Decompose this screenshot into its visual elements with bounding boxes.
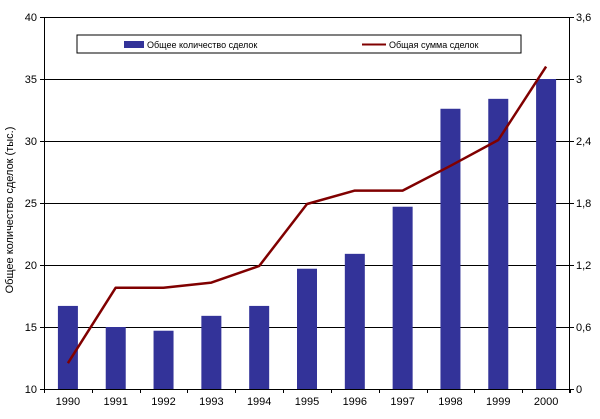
x-tick-label: 1995 [295, 396, 319, 408]
x-tick-label: 1996 [343, 396, 367, 408]
y-tick-label: 15 [25, 322, 37, 334]
x-tick-label: 1998 [438, 396, 462, 408]
x-tick-label: 2000 [534, 396, 558, 408]
bar [57, 305, 78, 389]
legend-label-bars: Общее количество сделок [147, 40, 257, 50]
bar [344, 253, 365, 389]
x-tick-label: 1997 [390, 396, 414, 408]
bar [536, 79, 557, 389]
bar [105, 327, 126, 389]
x-tick-label: 1999 [486, 396, 510, 408]
y-tick-label: 10 [25, 384, 37, 396]
x-tick-label: 1992 [151, 396, 175, 408]
y-tick-label: 20 [25, 260, 37, 272]
bar [153, 330, 174, 389]
left-axis-ticks: 10 15 20 25 30 35 40 [25, 12, 44, 396]
legend-bar-swatch [124, 41, 144, 48]
y2-tick-label: 2,4 [576, 136, 591, 148]
y-tick-label: 40 [25, 12, 37, 24]
bar-series [57, 79, 557, 389]
axes [44, 17, 571, 393]
bar [440, 108, 461, 389]
line-path [66, 65, 548, 364]
bar [249, 305, 270, 389]
x-tick-label: 1993 [199, 396, 223, 408]
x-tick-label: 1994 [247, 396, 271, 408]
bar [201, 315, 222, 389]
x-tick-label: 1990 [56, 396, 80, 408]
y-tick-label: 30 [25, 136, 37, 148]
y2-tick-label: 0,6 [576, 322, 591, 334]
legend: Общее количество сделок Общая сумма сдел… [76, 34, 522, 54]
right-axis-ticks: 0 0,6 1,2 1,8 2,4 3 3,6 [570, 12, 591, 396]
x-tick-label: 1991 [103, 396, 127, 408]
y2-tick-label: 1,2 [576, 260, 591, 272]
y2-tick-label: 3 [576, 74, 582, 86]
bar [488, 98, 509, 389]
y2-tick-label: 0 [576, 384, 582, 396]
bar [392, 206, 413, 389]
legend-label-line: Общая сумма сделок [389, 40, 479, 50]
x-axis-ticks: 1990 1991 1992 1993 1994 1995 1996 1997 1998 1999… [56, 396, 559, 408]
legend-box [76, 34, 522, 54]
y-tick-label: 35 [25, 74, 37, 86]
y2-tick-label: 3,6 [576, 12, 591, 24]
y-axis-title: Общее количество сделок (тыс.) [4, 127, 16, 294]
y-tick-label: 25 [25, 198, 37, 210]
bar [297, 268, 317, 389]
y2-tick-label: 1,8 [576, 198, 591, 210]
line-series [66, 65, 548, 364]
